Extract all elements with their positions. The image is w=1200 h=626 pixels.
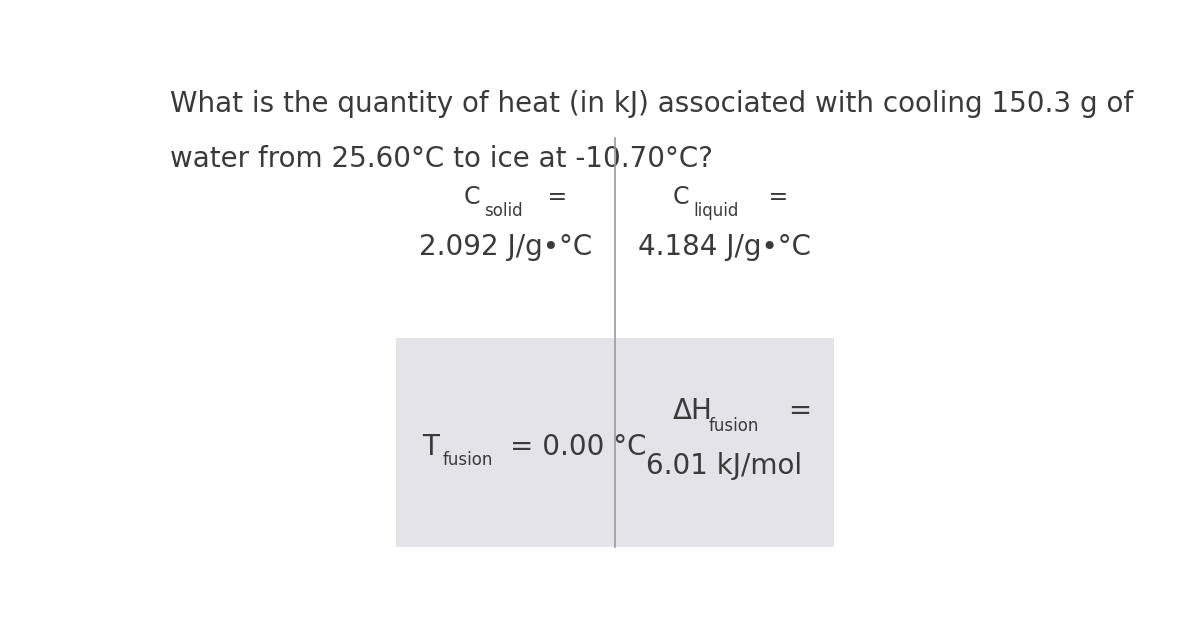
Text: =: = (762, 185, 788, 209)
Text: T: T (422, 433, 439, 461)
Text: water from 25.60°C to ice at -10.70°C?: water from 25.60°C to ice at -10.70°C? (170, 145, 714, 173)
Text: 4.184 J/g•°C: 4.184 J/g•°C (637, 233, 811, 261)
Text: =: = (780, 396, 812, 424)
Text: ΔH: ΔH (673, 396, 713, 424)
Text: = 0.00 °C: = 0.00 °C (510, 433, 647, 461)
Text: C: C (673, 185, 690, 209)
Bar (396, 338, 834, 548)
Bar (396, 138, 834, 338)
Text: fusion: fusion (708, 417, 758, 434)
Text: 2.092 J/g•°C: 2.092 J/g•°C (419, 233, 593, 261)
Text: liquid: liquid (694, 202, 739, 220)
Text: C: C (464, 185, 480, 209)
Text: =: = (540, 185, 568, 209)
Text: What is the quantity of heat (in kJ) associated with cooling 150.3 g of: What is the quantity of heat (in kJ) ass… (170, 90, 1134, 118)
Text: solid: solid (485, 202, 523, 220)
Text: 6.01 kJ/mol: 6.01 kJ/mol (647, 453, 803, 480)
Text: fusion: fusion (443, 451, 493, 468)
